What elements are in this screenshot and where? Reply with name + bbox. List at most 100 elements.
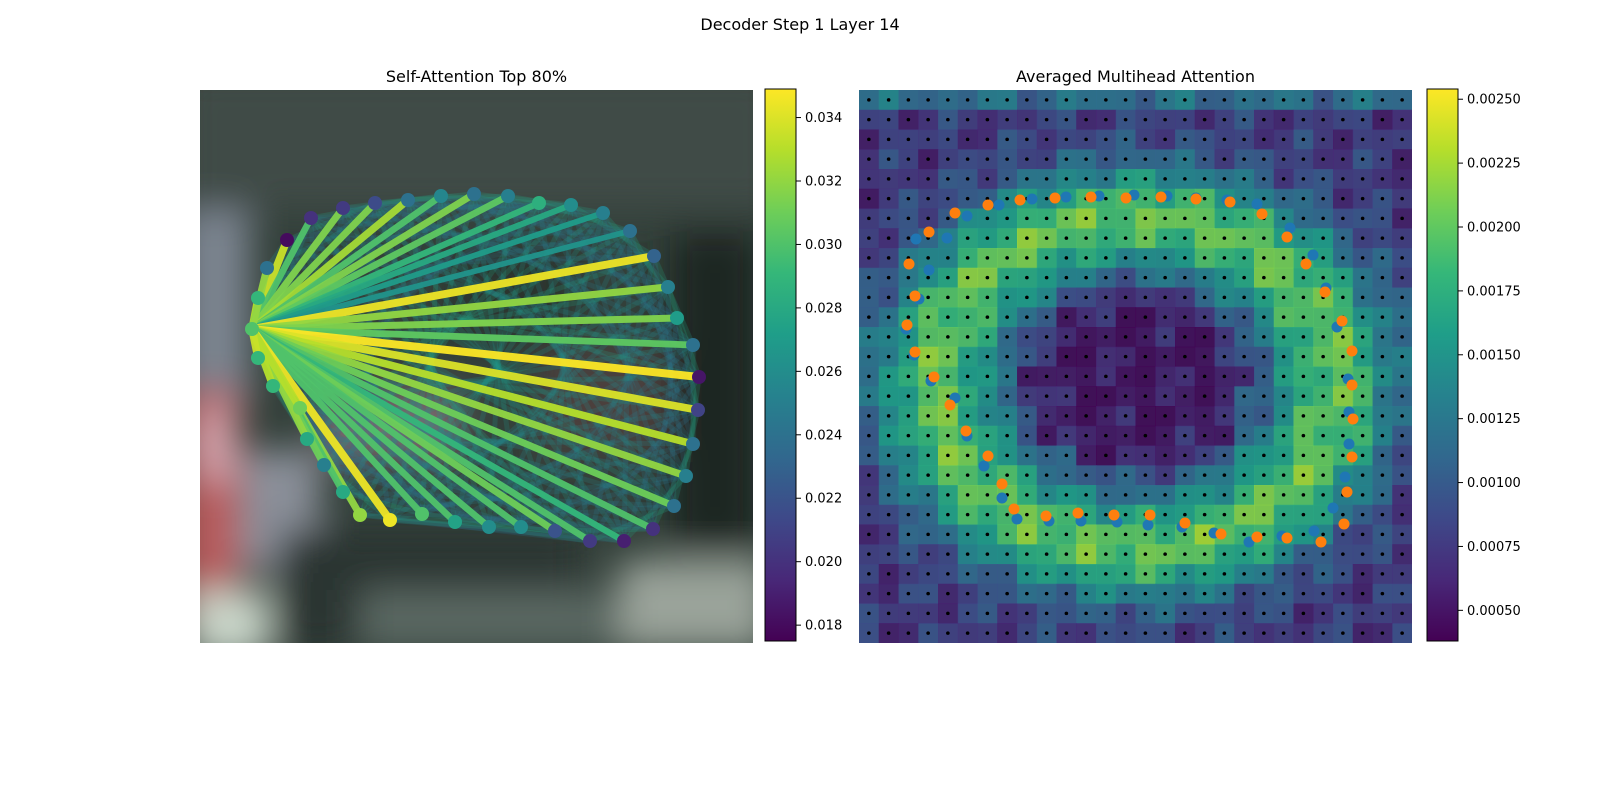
grid-point: [1044, 335, 1049, 339]
grid-point: [1163, 532, 1167, 537]
grid-point: [1183, 315, 1187, 319]
keypoint-orange: [982, 450, 994, 462]
grid-point: [886, 512, 891, 517]
grid-point: [867, 493, 871, 497]
grid-point: [1064, 433, 1069, 438]
grid-point: [1163, 275, 1167, 280]
grid-point: [1321, 256, 1325, 260]
grid-point: [1360, 433, 1365, 438]
keypoint-orange: [1049, 192, 1061, 204]
grid-point: [1281, 611, 1286, 616]
attention-node: [336, 201, 350, 215]
grid-point: [1044, 354, 1049, 359]
grid-point: [1025, 177, 1029, 181]
grid-point: [1380, 256, 1385, 260]
grid-point: [1005, 512, 1009, 517]
grid-point: [1183, 354, 1187, 359]
grid-point: [1202, 177, 1207, 181]
grid-point: [946, 453, 950, 458]
colorbar-tick-label: 0.032: [805, 175, 842, 190]
attention-edge: [248, 201, 575, 333]
grid-point: [1202, 433, 1207, 438]
grid-point: [1183, 256, 1187, 260]
grid-point: [1025, 295, 1029, 300]
keypoint-orange: [1251, 531, 1263, 543]
grid-point: [886, 256, 891, 260]
grid-point: [1064, 611, 1069, 616]
grid-point: [1064, 256, 1069, 260]
grid-point: [1380, 275, 1385, 280]
grid-point: [1222, 414, 1227, 418]
grid-point: [1143, 453, 1148, 458]
grid-point: [1005, 433, 1009, 438]
grid-point: [1143, 177, 1148, 181]
grid-point: [1321, 236, 1325, 240]
grid-point: [1084, 374, 1088, 379]
grid-point: [906, 295, 911, 300]
grid-point: [1301, 611, 1306, 616]
grid-point: [1242, 493, 1246, 497]
grid-point: [1025, 493, 1029, 497]
grid-point: [1242, 591, 1246, 596]
grid-point: [1123, 335, 1128, 339]
grid-point: [946, 157, 950, 161]
grid-point: [1262, 631, 1266, 635]
grid-point: [1222, 354, 1227, 359]
grid-point: [1400, 98, 1404, 102]
grid-point: [1380, 98, 1385, 102]
grid-point: [946, 177, 950, 181]
grid-point: [1202, 137, 1207, 142]
keypoint-orange: [1179, 517, 1191, 529]
grid-point: [1242, 295, 1246, 300]
grid-point: [1281, 137, 1286, 142]
figure-suptitle: Decoder Step 1 Layer 14: [700, 15, 899, 34]
grid-point: [867, 256, 871, 260]
grid-point: [1064, 157, 1069, 161]
grid-point: [1222, 98, 1227, 102]
grid-point: [1222, 295, 1227, 300]
attention-edge-faint: [420, 285, 670, 516]
grid-point: [985, 473, 990, 477]
grid-point: [1044, 196, 1049, 201]
grid-point: [1380, 354, 1385, 359]
grid-point: [886, 236, 891, 240]
attention-node: [245, 322, 259, 336]
attention-node: [415, 507, 429, 521]
keypoint-orange: [944, 399, 956, 411]
grid-point: [1163, 394, 1167, 398]
grid-point: [1104, 493, 1108, 497]
grid-point: [867, 137, 871, 142]
grid-point: [1281, 453, 1286, 458]
grid-point: [1104, 572, 1108, 576]
grid-point: [965, 137, 970, 142]
grid-point: [1262, 354, 1266, 359]
grid-point: [1025, 512, 1029, 517]
grid-point: [1321, 196, 1325, 201]
grid-point: [1123, 414, 1128, 418]
grid-point: [1301, 552, 1306, 556]
grid-point: [1301, 216, 1306, 221]
grid-point: [1044, 591, 1049, 596]
grid-point: [1380, 137, 1385, 142]
grid-point: [1104, 117, 1108, 122]
keypoint-blue: [1026, 193, 1038, 205]
grid-point: [1360, 473, 1365, 477]
grid-point: [926, 532, 930, 537]
grid-point: [946, 532, 950, 537]
grid-point: [1262, 453, 1266, 458]
grid-point: [946, 315, 950, 319]
grid-point: [1104, 512, 1108, 517]
grid-point: [906, 157, 911, 161]
grid-point: [1321, 473, 1325, 477]
grid-point: [1143, 256, 1148, 260]
grid-point: [886, 354, 891, 359]
grid-point: [886, 374, 891, 379]
grid-point: [1163, 512, 1167, 517]
grid-point: [1222, 591, 1227, 596]
grid-point: [1005, 611, 1009, 616]
grid-point: [926, 493, 930, 497]
grid-point: [1064, 335, 1069, 339]
keypoint-orange: [1144, 509, 1156, 521]
grid-point: [1123, 216, 1128, 221]
grid-point: [886, 315, 891, 319]
